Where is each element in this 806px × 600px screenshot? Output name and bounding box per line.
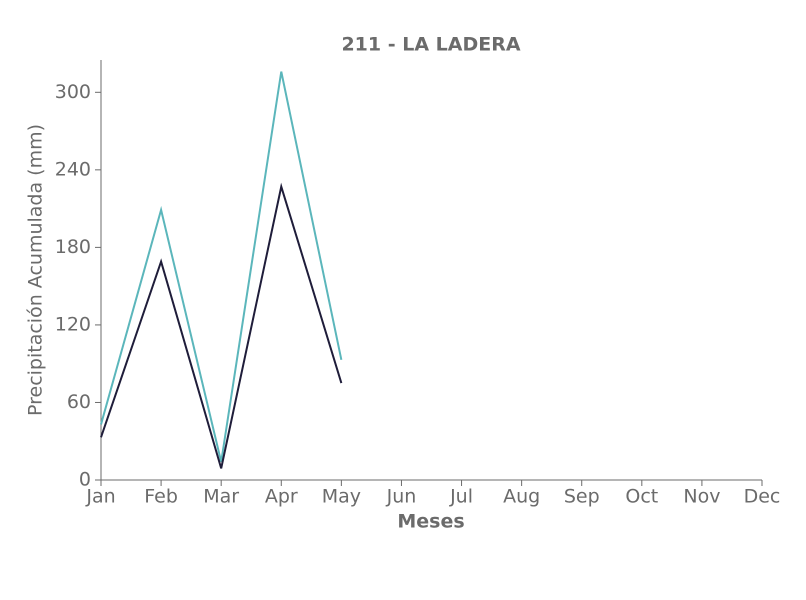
x-tick-label: May [322, 486, 361, 508]
x-tick-label: Apr [265, 486, 298, 508]
y-tick-label: 180 [55, 236, 91, 258]
x-tick-label: Aug [503, 486, 540, 508]
x-tick-label: Dec [744, 486, 781, 508]
y-axis-label: Precipitación Acumulada (mm) [25, 124, 47, 416]
y-tick-label: 240 [55, 158, 91, 180]
x-tick-label: Nov [683, 486, 720, 508]
line-series [100, 182, 343, 469]
x-tick-label: Mar [203, 486, 239, 508]
x-tick-label: Feb [144, 486, 178, 508]
y-tick-label: 120 [55, 313, 91, 335]
y-tick-label: 300 [55, 81, 91, 103]
line-series [100, 71, 343, 463]
x-tick-label: Jun [386, 486, 417, 508]
x-tick-label: Oct [625, 486, 658, 508]
chart-title: 211 - LA LADERA [341, 34, 520, 56]
x-axis-label: Meses [397, 511, 464, 533]
x-tick-label: Sep [564, 486, 600, 508]
y-tick-label: 60 [67, 391, 91, 413]
y-tick-label: 0 [79, 469, 91, 491]
x-tick-label: Jan [85, 486, 115, 508]
x-tick-label: Jul [449, 486, 473, 508]
